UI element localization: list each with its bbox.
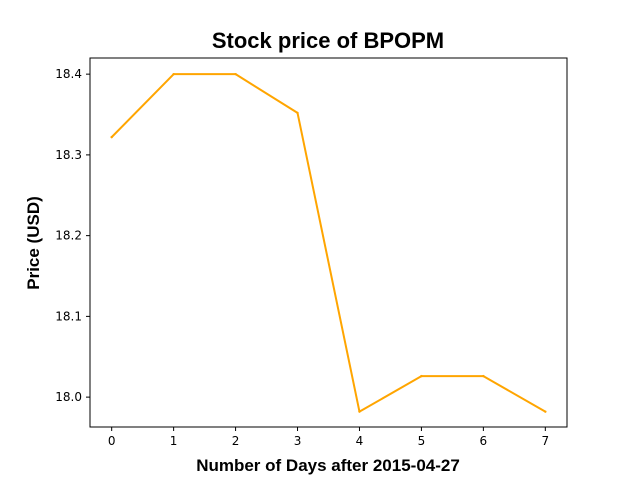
price-data-point: [544, 410, 547, 413]
x-tick-label: 2: [232, 434, 240, 448]
y-tick-label: 18.3: [55, 148, 82, 162]
price-data-point: [172, 72, 175, 76]
series-layer: [110, 72, 547, 413]
x-tick-label: 1: [170, 434, 178, 448]
price-data-point: [234, 72, 237, 76]
y-tick-label: 18.4: [55, 67, 82, 81]
y-axis-label: Price (USD): [24, 196, 43, 290]
x-tick-label: 7: [541, 434, 549, 448]
y-tick-label: 18.0: [55, 390, 82, 404]
x-tick-label: 0: [108, 434, 116, 448]
chart-title: Stock price of BPOPM: [212, 28, 444, 53]
x-tick-label: 6: [480, 434, 488, 448]
price-data-point: [110, 135, 113, 139]
price-data-point: [358, 410, 361, 413]
price-data-point: [482, 374, 485, 378]
price-data-point: [296, 111, 299, 115]
x-tick-label: 5: [418, 434, 426, 448]
x-tick-label: 3: [294, 434, 302, 448]
x-axis-label: Number of Days after 2015-04-27: [196, 456, 460, 475]
plot-area-frame: [89, 57, 568, 428]
x-axis: 0 1 2 3 4 5 6 7: [108, 427, 549, 448]
price-data-point: [420, 374, 423, 378]
y-tick-label: 18.1: [55, 309, 82, 323]
x-tick-label: 4: [356, 434, 364, 448]
price-series-line: [110, 73, 547, 413]
y-axis: 18.0 18.1 18.2 18.3 18.4: [55, 67, 90, 404]
y-tick-label: 18.2: [55, 229, 82, 243]
